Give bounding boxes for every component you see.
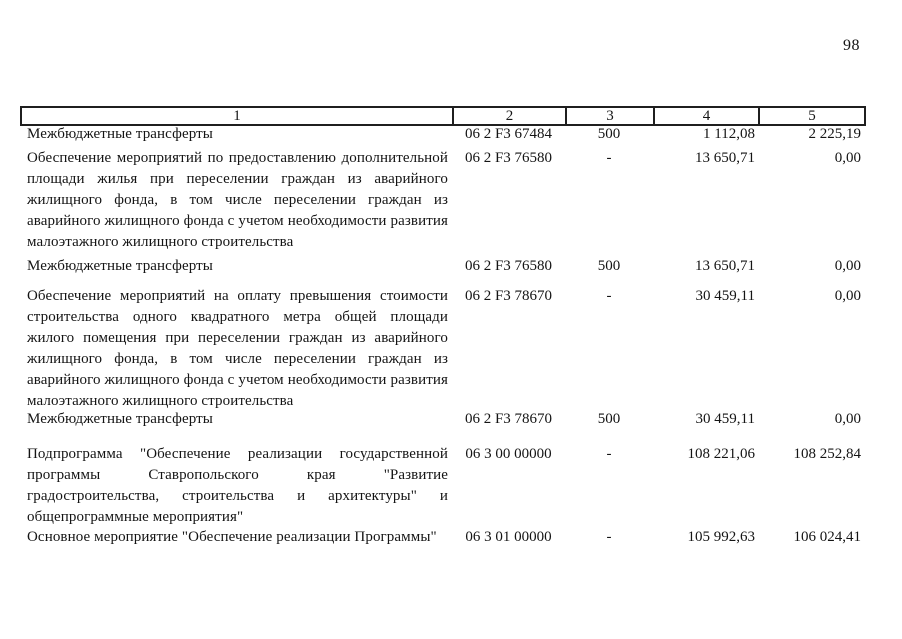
table-row: Подпрограмма "Обеспечение реализации гос… — [20, 444, 866, 528]
row-name: Обеспечение мероприятий на оплату превыш… — [27, 288, 448, 409]
row-col4: 30 459,11 — [695, 288, 755, 304]
row-col3: - — [606, 288, 612, 304]
row-col5: 0,00 — [834, 288, 861, 304]
row-col5: 0,00 — [834, 411, 861, 427]
row-col4: 30 459,11 — [695, 411, 755, 427]
row-col3: - — [606, 529, 612, 545]
row-code: 06 2 F3 67484 — [464, 126, 553, 142]
row-col5: 106 024,41 — [793, 529, 862, 545]
row-col5: 2 225,19 — [808, 126, 862, 142]
table-header: 1 2 3 4 5 — [20, 106, 866, 126]
row-col5: 108 252,84 — [793, 446, 862, 462]
row-name: Межбюджетные трансферты — [27, 411, 213, 427]
row-code: 06 3 01 00000 — [465, 529, 552, 545]
table-row: Основное мероприятие "Обеспечение реализ… — [20, 527, 866, 548]
row-col4: 105 992,63 — [687, 529, 756, 545]
table-header-col-4: 4 — [653, 108, 758, 124]
table-row: Обеспечение мероприятий на оплату превыш… — [20, 286, 866, 412]
row-col3: - — [606, 150, 612, 166]
row-col4: 1 112,08 — [703, 126, 755, 142]
row-col3: - — [606, 446, 612, 462]
row-name: Межбюджетные трансферты — [27, 126, 213, 142]
table-header-col-5: 5 — [758, 108, 864, 124]
row-col5: 0,00 — [834, 258, 861, 274]
row-col4: 13 650,71 — [695, 150, 755, 166]
row-col4: 108 221,06 — [687, 446, 756, 462]
row-col3: 500 — [597, 126, 621, 142]
row-col5: 0,00 — [834, 150, 861, 166]
row-code: 06 2 F3 76580 — [464, 258, 553, 274]
row-code: 06 2 F3 78670 — [464, 411, 553, 427]
table-header-col-3: 3 — [565, 108, 653, 124]
table-row: Обеспечение мероприятий по предоставлени… — [20, 148, 866, 253]
table-header-col-1: 1 — [233, 108, 241, 124]
table-header-col-2: 2 — [452, 108, 565, 124]
table-row: Межбюджетные трансферты 06 2 F3 78670 50… — [20, 409, 866, 430]
page-number: 98 — [843, 37, 860, 54]
row-name: Подпрограмма "Обеспечение реализации гос… — [27, 446, 448, 525]
row-name: Обеспечение мероприятий по предоставлени… — [27, 150, 448, 250]
row-name: Основное мероприятие "Обеспечение реализ… — [27, 529, 437, 545]
row-col3: 500 — [597, 411, 621, 427]
row-col4: 13 650,71 — [695, 258, 755, 274]
row-name: Межбюджетные трансферты — [27, 258, 213, 274]
row-code: 06 2 F3 76580 — [464, 150, 553, 166]
row-code: 06 2 F3 78670 — [464, 288, 553, 304]
row-col3: 500 — [597, 258, 621, 274]
row-code: 06 3 00 00000 — [465, 446, 552, 462]
table-row: Межбюджетные трансферты 06 2 F3 67484 50… — [20, 124, 866, 145]
table-row: Межбюджетные трансферты 06 2 F3 76580 50… — [20, 256, 866, 277]
